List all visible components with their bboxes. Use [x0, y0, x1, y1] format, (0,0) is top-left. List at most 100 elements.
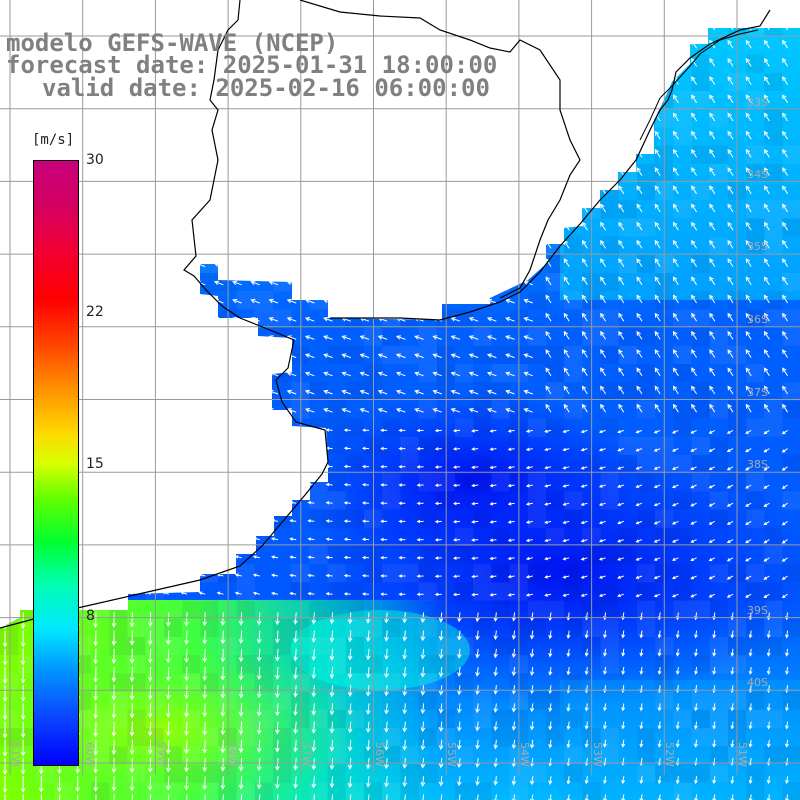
grid-cell [127, 546, 146, 565]
grid-cell [72, 127, 91, 146]
wind-arrow [654, 28, 661, 31]
wind-arrow [107, 591, 115, 595]
grid-cell [127, 655, 146, 674]
wind-arrow [293, 685, 298, 698]
wind-arrow [341, 207, 351, 213]
grid-cell [491, 709, 510, 728]
wind-arrow [122, 262, 133, 268]
wind-arrow [748, 630, 753, 639]
wind-arrow [580, 448, 588, 452]
grid-cell [218, 200, 237, 219]
wind-arrow [730, 666, 735, 675]
wind-arrow [672, 403, 679, 413]
wind-arrow [691, 276, 698, 286]
wind-arrow [107, 500, 115, 504]
grid-cell [309, 200, 328, 219]
grid-cell [709, 746, 728, 765]
grid-cell [764, 127, 783, 146]
grid-cell [564, 618, 583, 637]
grid-cell [91, 527, 110, 546]
wind-arrow [545, 148, 552, 158]
wind-arrow [166, 666, 171, 682]
wind-arrow [600, 276, 607, 286]
wind-arrow [511, 630, 517, 640]
wind-arrow [256, 666, 262, 681]
wind-arrow [618, 367, 625, 377]
wind-arrow [468, 335, 479, 340]
grid-cell [709, 163, 728, 182]
wind-arrow [104, 317, 115, 322]
wind-arrow [359, 207, 370, 213]
wind-arrow [159, 335, 169, 340]
wind-arrow [0, 462, 6, 468]
wind-arrow [213, 389, 224, 395]
wind-arrow [0, 517, 6, 522]
wind-arrow [493, 630, 499, 641]
wind-arrow [184, 630, 189, 645]
wind-arrow [603, 666, 607, 675]
wind-arrow [286, 116, 297, 122]
wind-arrow [452, 483, 461, 488]
wind-arrow [414, 226, 424, 231]
wind-arrow [213, 408, 224, 413]
grid-cell [618, 527, 637, 546]
wind-arrow [252, 591, 260, 596]
grid-cell [782, 382, 800, 401]
grid-cell [564, 582, 583, 601]
wind-arrow [159, 408, 169, 413]
wind-arrow [450, 244, 461, 249]
grid-cell [236, 163, 255, 182]
grid-cell [455, 546, 474, 565]
grid-cell [618, 200, 637, 219]
wind-arrow [529, 666, 535, 676]
wind-arrow [402, 776, 408, 788]
grid-cell [200, 764, 219, 783]
wind-arrow [690, 520, 697, 525]
wind-arrow [147, 703, 153, 719]
grid-cell [764, 236, 783, 255]
wind-arrow [486, 135, 497, 140]
wind-arrow [690, 484, 697, 489]
wind-arrow [304, 207, 315, 213]
wind-arrow [147, 666, 153, 682]
wind-arrow [529, 721, 535, 731]
wind-arrow [202, 666, 208, 681]
wind-arrow [763, 28, 770, 31]
wind-arrow [562, 575, 570, 579]
wind-arrow [0, 480, 6, 486]
wind-arrow [414, 207, 424, 213]
wind-arrow [380, 483, 388, 487]
wind-arrow [232, 226, 242, 231]
grid-cell [564, 673, 583, 692]
wind-arrow [377, 153, 388, 158]
lat-label: 37S [747, 386, 768, 399]
wind-arrow [0, 335, 6, 340]
wind-arrow [250, 207, 260, 213]
wind-arrow [529, 648, 535, 658]
wind-arrow [177, 226, 188, 231]
wind-arrow [147, 794, 153, 800]
wind-arrow [694, 776, 698, 785]
wind-arrow [475, 776, 480, 787]
wind-arrow [745, 57, 752, 67]
wind-arrow [745, 148, 752, 158]
wind-arrow [402, 666, 408, 678]
grid-cell [691, 91, 710, 110]
wind-arrow [636, 76, 643, 85]
wind-arrow [782, 185, 789, 195]
wind-arrow [727, 403, 734, 413]
wind-arrow [726, 557, 734, 562]
wind-arrow [434, 519, 442, 524]
wind-arrow [598, 539, 606, 543]
wind-arrow [86, 298, 97, 304]
wind-arrow [159, 207, 169, 213]
wind-arrow [13, 98, 24, 104]
wind-arrow [563, 312, 570, 322]
wind-arrow [141, 116, 151, 122]
grid-cell [564, 91, 583, 110]
wind-arrow [2, 794, 8, 800]
grid-cell [782, 564, 800, 583]
wind-arrow [545, 330, 552, 340]
wind-arrow [341, 262, 351, 268]
wind-arrow [618, 239, 625, 249]
